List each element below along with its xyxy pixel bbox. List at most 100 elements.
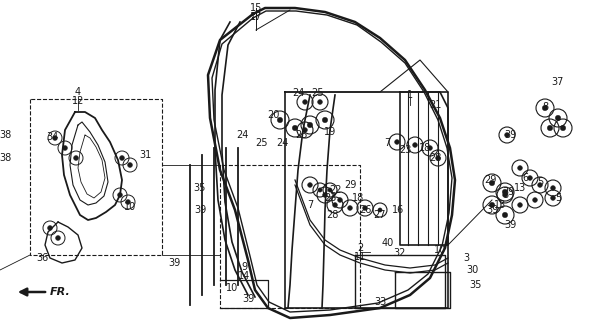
Text: 39: 39	[486, 205, 498, 215]
Circle shape	[428, 146, 433, 150]
Text: 24: 24	[276, 138, 288, 148]
Circle shape	[378, 208, 382, 212]
Text: 5: 5	[555, 193, 561, 203]
Text: 22: 22	[329, 185, 341, 195]
Circle shape	[532, 197, 537, 203]
Text: 1: 1	[407, 90, 413, 100]
Circle shape	[363, 205, 368, 211]
Text: 8: 8	[542, 102, 548, 112]
Text: 29: 29	[344, 180, 356, 190]
Circle shape	[293, 125, 298, 131]
Circle shape	[277, 117, 282, 123]
Text: 18: 18	[419, 143, 431, 153]
Text: 25: 25	[296, 130, 309, 140]
Text: 9: 9	[241, 262, 247, 272]
Circle shape	[56, 236, 60, 240]
Circle shape	[543, 105, 548, 111]
Circle shape	[333, 203, 337, 207]
Circle shape	[518, 166, 522, 170]
Circle shape	[505, 132, 509, 137]
Circle shape	[307, 183, 313, 188]
Text: 32: 32	[394, 248, 406, 258]
Text: 10: 10	[124, 202, 136, 212]
Circle shape	[502, 212, 508, 218]
Text: 17: 17	[250, 12, 262, 22]
Text: 35: 35	[469, 280, 481, 290]
Circle shape	[118, 193, 122, 197]
Circle shape	[73, 156, 79, 160]
Text: 4: 4	[75, 87, 81, 97]
Text: 16: 16	[392, 205, 404, 215]
Text: 39: 39	[502, 187, 514, 197]
Text: 40: 40	[382, 238, 394, 248]
Text: 18: 18	[352, 193, 364, 203]
Text: 37: 37	[552, 77, 564, 87]
Text: 20: 20	[267, 110, 279, 120]
Circle shape	[502, 189, 508, 195]
Circle shape	[538, 183, 543, 188]
Circle shape	[63, 146, 67, 150]
Text: 2: 2	[357, 243, 363, 253]
Circle shape	[125, 200, 131, 204]
Text: 3: 3	[463, 253, 469, 263]
Text: 5: 5	[537, 177, 543, 187]
Text: 23: 23	[399, 145, 411, 155]
Text: 33: 33	[374, 297, 386, 307]
Circle shape	[322, 117, 327, 123]
Text: 7: 7	[307, 200, 313, 210]
Text: 25: 25	[256, 138, 268, 148]
Circle shape	[518, 203, 522, 207]
Text: 28: 28	[326, 210, 338, 220]
Circle shape	[395, 140, 400, 144]
Circle shape	[560, 125, 566, 131]
Circle shape	[547, 125, 553, 131]
Text: 14: 14	[238, 271, 250, 281]
Circle shape	[303, 100, 307, 104]
Text: 39: 39	[504, 220, 516, 230]
Text: 36: 36	[36, 253, 48, 263]
Circle shape	[317, 100, 323, 104]
Text: 39: 39	[504, 130, 516, 140]
Text: 23: 23	[324, 193, 336, 203]
Circle shape	[489, 202, 495, 208]
Circle shape	[348, 205, 352, 211]
Circle shape	[323, 193, 327, 197]
Text: 12: 12	[72, 96, 84, 106]
Text: 7: 7	[384, 138, 390, 148]
Circle shape	[47, 226, 53, 230]
Text: 39: 39	[168, 258, 180, 268]
Circle shape	[436, 156, 440, 160]
Text: 29: 29	[484, 175, 496, 185]
Text: 31: 31	[139, 150, 151, 160]
Text: 6: 6	[522, 173, 528, 183]
Circle shape	[328, 188, 332, 192]
Circle shape	[528, 176, 532, 180]
Text: 25: 25	[311, 88, 324, 98]
Text: 24: 24	[292, 88, 304, 98]
Text: 39: 39	[242, 294, 254, 304]
Text: 11: 11	[354, 252, 366, 262]
Text: 6: 6	[502, 190, 508, 200]
Circle shape	[502, 193, 508, 197]
Circle shape	[551, 186, 556, 190]
Text: 13: 13	[494, 200, 506, 210]
Circle shape	[303, 128, 307, 132]
Text: 30: 30	[466, 265, 478, 275]
Circle shape	[556, 115, 561, 121]
Text: 13: 13	[514, 183, 526, 193]
Text: 34: 34	[46, 132, 58, 142]
Circle shape	[119, 156, 125, 160]
Circle shape	[337, 197, 342, 203]
Circle shape	[318, 188, 322, 192]
Text: 26: 26	[359, 205, 371, 215]
Circle shape	[128, 163, 132, 167]
Text: 39: 39	[194, 205, 206, 215]
Circle shape	[53, 136, 57, 140]
Text: 15: 15	[250, 3, 262, 13]
Text: 27: 27	[374, 210, 387, 220]
Text: FR.: FR.	[50, 287, 71, 297]
Text: 19: 19	[324, 127, 336, 137]
Circle shape	[489, 180, 495, 186]
Circle shape	[413, 143, 417, 148]
Circle shape	[551, 196, 556, 200]
